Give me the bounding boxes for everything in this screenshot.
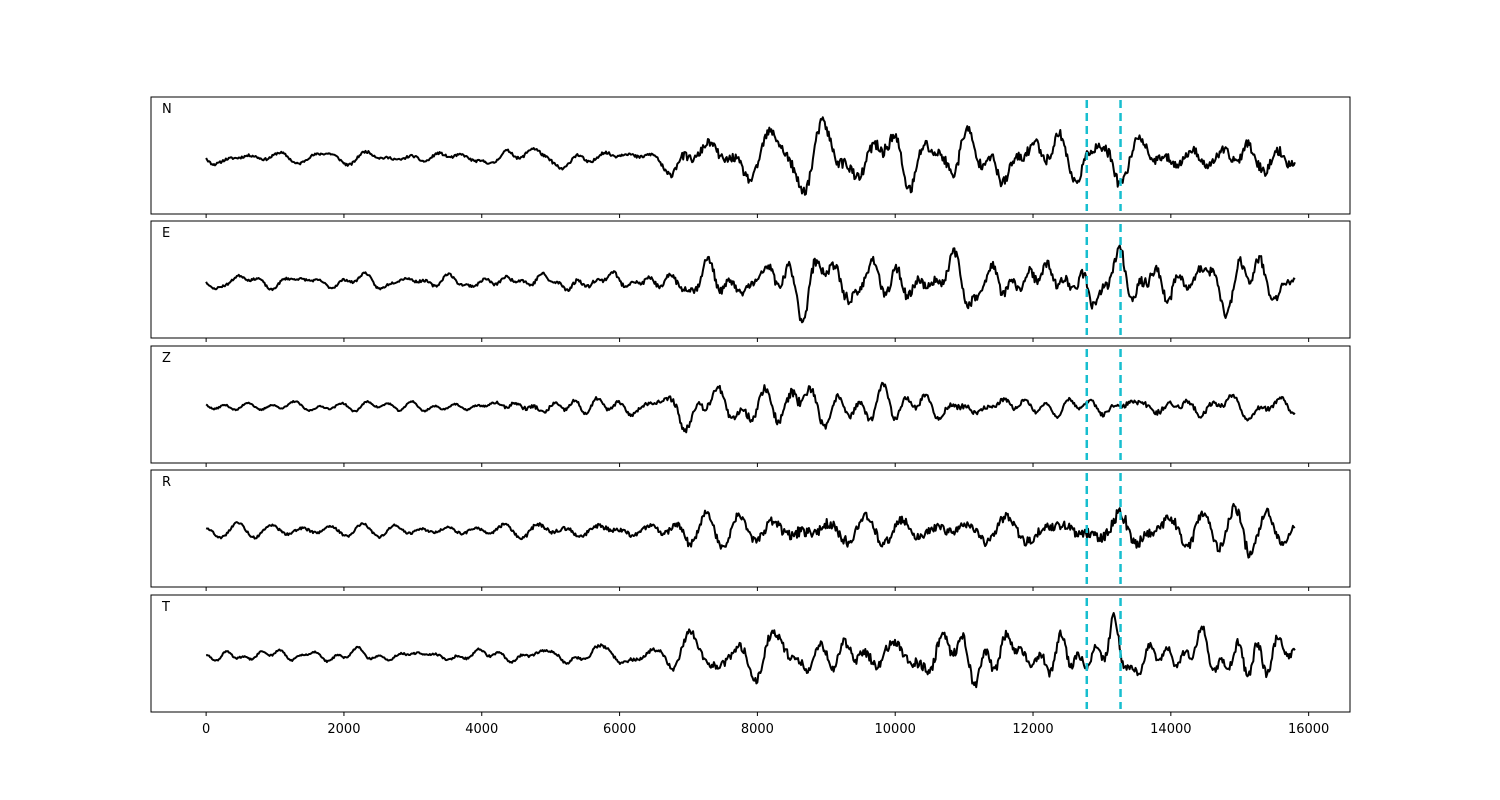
panel-frame — [150, 594, 1351, 713]
x-tick-label: 0 — [202, 722, 210, 737]
x-tick-label: 6000 — [603, 722, 636, 737]
panel-label: E — [162, 226, 170, 241]
panel-frame — [150, 220, 1351, 339]
panel-label: R — [162, 475, 171, 490]
panel-label: Z — [162, 351, 171, 366]
trace-z — [205, 381, 1296, 434]
x-tick-label: 16000 — [1288, 722, 1329, 737]
panel-frame — [150, 345, 1351, 464]
x-tick-label: 14000 — [1150, 722, 1191, 737]
panel-label: T — [161, 600, 170, 615]
panel-z: Z — [150, 345, 1351, 467]
trace-e — [205, 244, 1296, 324]
x-axis: 0 2000 4000 6000 8000 10000 12000 14000 16000 — [202, 722, 1329, 737]
x-tick-label: 12000 — [1012, 722, 1053, 737]
x-tick-label: 8000 — [741, 722, 774, 737]
panel-t: T — [150, 594, 1351, 716]
panel-frame — [150, 96, 1351, 215]
x-tick-label: 4000 — [465, 722, 498, 737]
trace-n — [205, 116, 1296, 196]
trace-r — [205, 502, 1296, 559]
panel-label: N — [162, 102, 172, 117]
panel-frame — [150, 469, 1351, 588]
x-tick-label: 2000 — [327, 722, 360, 737]
panel-r: R — [150, 469, 1351, 591]
panel-e: E — [150, 220, 1351, 342]
panels: N E Z R T — [150, 96, 1351, 716]
panel-n: N — [150, 96, 1351, 218]
x-tick-label: 10000 — [875, 722, 916, 737]
trace-t — [205, 612, 1296, 689]
